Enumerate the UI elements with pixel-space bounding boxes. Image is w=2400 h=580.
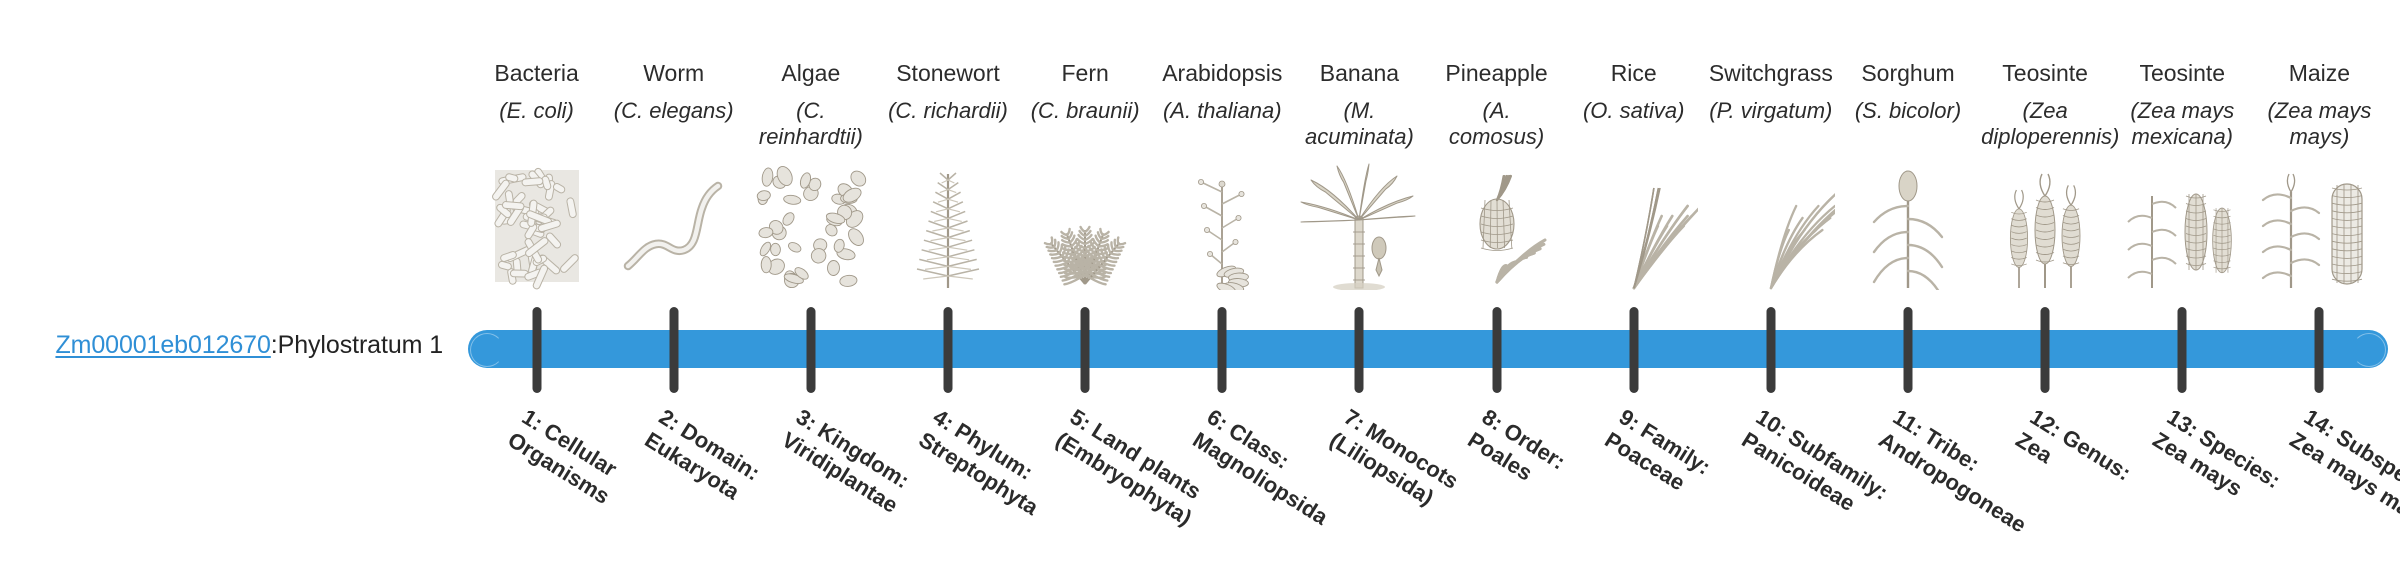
sorghum-plant-icon [1844, 162, 1972, 290]
phylostratum-tick-14[interactable] [2314, 307, 2324, 393]
teosinte-mexicana-icon [2118, 162, 2246, 290]
phylostratum-tick-2[interactable] [669, 307, 679, 393]
phylostratum-tick-12[interactable] [2040, 307, 2050, 393]
species-scientific-name: (C. elegans) [613, 98, 734, 123]
maize-plant-cob-icon [2255, 162, 2383, 290]
rank-text: Cellular Organisms [503, 417, 621, 509]
fern-frond-icon [1021, 162, 1149, 290]
teosinte-ears-icon [1981, 162, 2109, 290]
species-scientific-name: (A. comosus) [1448, 98, 1545, 149]
species-common-name: Teosinte [2139, 60, 2226, 86]
phylostratum-tick-10[interactable] [1766, 307, 1776, 393]
species-scientific-name: (Zea diploperennis) [1981, 98, 2120, 149]
species-common-name: Sorghum [1861, 60, 1955, 86]
phylostratum-bar[interactable] [468, 330, 2388, 368]
species-scientific-name: (Zea mays mexicana) [2130, 98, 2235, 149]
phylostratum-tick-6[interactable] [1217, 307, 1227, 393]
species-scientific-name: (S. bicolor) [1854, 98, 1962, 123]
species-scientific-name: (C. richardii) [888, 98, 1008, 123]
species-common-name: Teosinte [2002, 60, 2088, 86]
species-scientific-name: (A. thaliana) [1162, 98, 1282, 123]
phylostratum-tick-7[interactable] [1354, 307, 1364, 393]
banana-tree-icon [1295, 162, 1423, 290]
species-scientific-name: (M. acuminata) [1305, 98, 1414, 149]
species-scientific-name: (C. braunii) [1030, 98, 1140, 123]
species-common-name: Fern [1061, 60, 1109, 86]
species-scientific-name: (E. coli) [499, 98, 574, 123]
phylostratum-tick-3[interactable] [806, 307, 816, 393]
phylostratum-tick-4[interactable] [943, 307, 953, 393]
gene-id-link[interactable]: Zm00001eb012670 [55, 330, 271, 359]
gene-phylostratum-label: Zm00001eb012670: Phylostratum 1 [0, 325, 455, 365]
species-common-name: Bacteria [494, 60, 579, 86]
gene-label-separator: : [270, 330, 278, 359]
stonewort-plant-icon [884, 162, 1012, 290]
species-common-name: Arabidopsis [1162, 60, 1283, 86]
switchgrass-plant-icon [1707, 162, 1835, 290]
species-scientific-name: (P. virgatum) [1709, 98, 1833, 123]
algae-cells-icon [747, 162, 875, 290]
nematode-worm-icon [610, 162, 738, 290]
phylogeny-track: Bacteria (E. coli) [468, 0, 2400, 580]
phylostratum-value: Phylostratum 1 [277, 330, 443, 359]
species-common-name: Rice [1610, 60, 1657, 86]
bacteria-rods-icon [473, 162, 601, 290]
rank-text: Order: Poales [1463, 417, 1570, 486]
species-common-name: Pineapple [1445, 60, 1548, 86]
species-common-name: Worm [643, 60, 705, 86]
phylostratum-tick-5[interactable] [1080, 307, 1090, 393]
rice-plant-icon [1570, 162, 1698, 290]
arabidopsis-plant-icon [1158, 162, 1286, 290]
species-common-name: Stonewort [896, 60, 1000, 86]
species-common-name: Maize [2288, 60, 2351, 86]
pineapple-plant-icon [1433, 162, 1561, 290]
phylostratum-tick-1[interactable] [532, 307, 542, 393]
rank-text: Genus: Zea [2011, 424, 2136, 486]
species-common-name: Algae [781, 60, 841, 86]
phylostratum-tick-8[interactable] [1492, 307, 1502, 393]
phylostratum-tick-13[interactable] [2177, 307, 2187, 393]
phylostratum-tick-9[interactable] [1629, 307, 1639, 393]
phylostratum-tick-11[interactable] [1903, 307, 1913, 393]
species-scientific-name: (Zea mays mays) [2267, 98, 2372, 149]
species-common-name: Switchgrass [1708, 60, 1833, 86]
species-scientific-name: (O. sativa) [1582, 98, 1685, 123]
species-common-name: Banana [1319, 60, 1400, 86]
species-scientific-name: (C. reinhardtii) [758, 98, 863, 149]
